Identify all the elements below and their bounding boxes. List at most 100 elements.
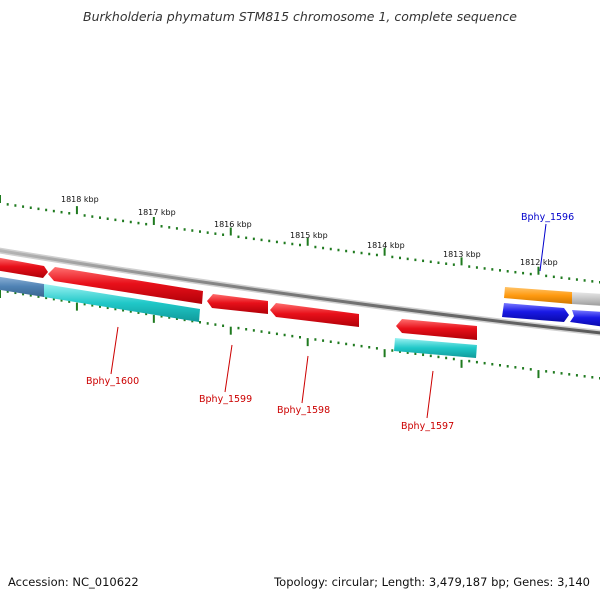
ruler-minor-tick bbox=[22, 205, 25, 208]
ruler-major-tick bbox=[460, 257, 463, 266]
gene-orange-cds-feature[interactable] bbox=[504, 287, 572, 304]
ruler-minor-tick bbox=[422, 259, 425, 263]
ruler-minor-tick bbox=[322, 339, 325, 342]
ruler-minor-tick bbox=[299, 336, 301, 339]
ruler-minor-tick bbox=[106, 306, 109, 310]
ruler-minor-tick bbox=[591, 376, 594, 379]
ruler-minor-tick bbox=[506, 365, 509, 368]
tick-label-1817: 1817 kbp bbox=[138, 208, 176, 217]
chromosome-backbone-line bbox=[0, 249, 600, 335]
ruler-minor-tick bbox=[129, 310, 132, 313]
ruler-minor-tick bbox=[6, 290, 9, 293]
tick-label-1818: 1818 kbp bbox=[61, 195, 99, 204]
ruler-minor-tick bbox=[175, 317, 178, 320]
ruler-minor-tick bbox=[575, 278, 578, 281]
ruler-minor-tick bbox=[60, 210, 63, 214]
ruler-minor-tick bbox=[91, 215, 94, 218]
gene-label-bphy-1598[interactable]: Bphy_1598 bbox=[277, 405, 330, 416]
ruler-minor-tick bbox=[514, 366, 517, 369]
ruler-minor-tick bbox=[514, 270, 517, 274]
ruler-minor-tick bbox=[429, 354, 432, 358]
ruler-minor-tick bbox=[545, 274, 548, 278]
ruler-major-tick bbox=[152, 216, 155, 225]
ruler-minor-tick bbox=[529, 272, 532, 276]
tick-label-1813: 1813 kbp bbox=[443, 250, 481, 259]
gene-bphy-1596-feature[interactable] bbox=[502, 303, 569, 322]
ruler-minor-tick bbox=[314, 245, 317, 249]
ruler-minor-tick bbox=[106, 217, 109, 221]
ruler-minor-tick bbox=[568, 277, 571, 280]
leader-line-bphy-1600 bbox=[110, 326, 119, 375]
ruler-minor-tick bbox=[291, 334, 294, 338]
ruler-minor-tick bbox=[314, 338, 317, 341]
ruler-minor-tick bbox=[68, 300, 71, 303]
ruler-minor-tick bbox=[391, 255, 394, 259]
cds-bphy-1600-feature[interactable] bbox=[44, 284, 200, 322]
gene-label-bphy-1597[interactable]: Bphy_1597 bbox=[401, 421, 454, 432]
ruler-major-tick bbox=[537, 370, 540, 379]
ruler-minor-tick bbox=[552, 275, 555, 279]
ruler-minor-tick bbox=[199, 321, 201, 324]
ruler-minor-tick bbox=[145, 222, 148, 226]
ruler-minor-tick bbox=[483, 361, 486, 365]
ruler-minor-tick bbox=[391, 349, 394, 352]
ruler-minor-tick bbox=[437, 355, 440, 359]
ruler-minor-tick bbox=[591, 280, 594, 283]
gene-label-bphy-1596[interactable]: Bphy_1596 bbox=[521, 212, 574, 223]
ruler-minor-tick bbox=[491, 268, 494, 271]
ruler-minor-tick bbox=[268, 239, 271, 243]
ruler-minor-tick bbox=[522, 367, 525, 370]
gene-bphy-1599-feature[interactable] bbox=[207, 294, 268, 314]
ruler-minor-tick bbox=[52, 209, 55, 213]
ruler-minor-tick bbox=[583, 375, 586, 378]
ruler-minor-tick bbox=[191, 319, 194, 323]
gene-grey-feature[interactable] bbox=[572, 292, 600, 306]
gene-label-bphy-1600[interactable]: Bphy_1600 bbox=[86, 376, 139, 387]
cds-bphy-1597-feature[interactable] bbox=[394, 338, 477, 358]
tick-label-1814: 1814 kbp bbox=[367, 241, 405, 250]
ruler-minor-tick bbox=[399, 350, 401, 353]
ruler-minor-tick bbox=[375, 347, 378, 350]
gene-bphy-1598-feature[interactable] bbox=[270, 303, 359, 327]
ruler-minor-tick bbox=[529, 368, 532, 371]
gene-label-bphy-1599[interactable]: Bphy_1599 bbox=[199, 394, 252, 405]
ruler-minor-tick bbox=[91, 304, 94, 307]
ruler-minor-tick bbox=[429, 260, 432, 264]
ruler-minor-tick bbox=[83, 302, 86, 306]
ruler-minor-tick bbox=[252, 329, 255, 332]
ruler-minor-tick bbox=[329, 340, 332, 343]
ruler-minor-tick bbox=[352, 250, 355, 254]
ruler-minor-tick bbox=[245, 236, 248, 240]
gene-bphy-1600-feature[interactable] bbox=[48, 267, 203, 304]
ruler-minor-tick bbox=[83, 214, 86, 217]
ruler-minor-tick bbox=[137, 311, 140, 314]
ruler-minor-tick bbox=[29, 206, 32, 209]
ruler-minor-tick bbox=[268, 331, 271, 334]
ruler-minor-tick bbox=[368, 345, 371, 349]
gene-bphy-1601-feature[interactable] bbox=[0, 257, 48, 278]
ruler-minor-tick bbox=[414, 258, 417, 262]
ruler-minor-tick bbox=[137, 221, 140, 225]
ruler-minor-tick bbox=[445, 356, 448, 360]
gene-bphy-1595-feature[interactable] bbox=[570, 310, 600, 327]
ruler-minor-tick bbox=[483, 267, 486, 270]
ruler-major-tick bbox=[383, 349, 386, 358]
ruler-major-tick bbox=[75, 206, 78, 215]
ruler-minor-tick bbox=[583, 279, 586, 282]
gene-bphy-1597-feature[interactable] bbox=[396, 319, 477, 340]
ruler-major-tick bbox=[306, 237, 309, 246]
ruler-minor-tick bbox=[345, 249, 348, 253]
ruler-minor-tick bbox=[37, 207, 40, 211]
ruler-minor-tick bbox=[345, 342, 348, 346]
ruler-minor-tick bbox=[37, 295, 40, 298]
ruler-minor-tick bbox=[206, 322, 209, 325]
ruler-minor-tick bbox=[45, 296, 48, 300]
ruler-minor-tick bbox=[175, 227, 178, 230]
ruler-minor-tick bbox=[183, 228, 186, 231]
leader-line-bphy-1599 bbox=[224, 344, 233, 393]
ruler-major-tick bbox=[229, 326, 232, 335]
ruler-major-tick bbox=[152, 314, 155, 323]
ruler-minor-tick bbox=[275, 240, 278, 244]
ruler-minor-tick bbox=[468, 359, 471, 363]
cds-left-steel-feature[interactable] bbox=[0, 276, 44, 297]
